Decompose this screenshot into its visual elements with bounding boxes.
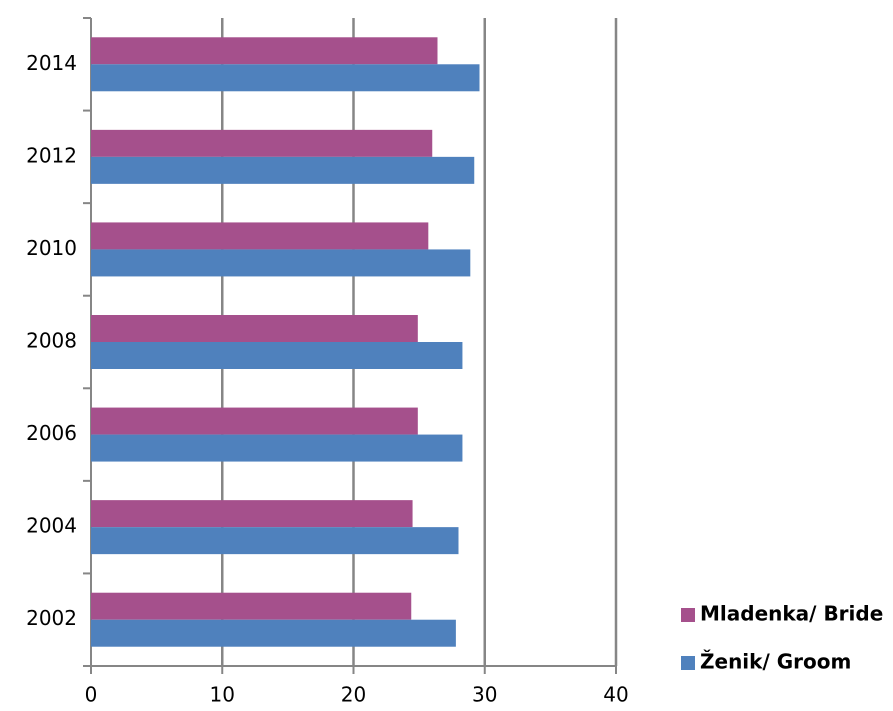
x-tick-label: 30 <box>472 683 497 707</box>
y-tick-label: 2002 <box>26 606 77 630</box>
y-tick-label: 2012 <box>26 143 77 167</box>
bar <box>91 129 433 157</box>
legend-swatch <box>681 608 695 622</box>
x-tick-label: 20 <box>341 683 366 707</box>
bar <box>91 37 438 65</box>
legend-label: Mladenka/ Bride <box>700 602 883 626</box>
x-tick-label: 10 <box>210 683 235 707</box>
bar <box>91 500 413 528</box>
bar <box>91 342 463 369</box>
bar <box>91 156 475 184</box>
legend-label: Ženik/ Groom <box>700 650 851 674</box>
bar <box>91 619 456 647</box>
bar <box>91 315 418 342</box>
x-tick-label: 0 <box>85 683 98 707</box>
bar <box>91 527 459 555</box>
bar <box>91 434 463 462</box>
x-tick-label: 40 <box>603 683 628 707</box>
bar <box>91 222 429 250</box>
bar <box>91 592 412 620</box>
y-tick-label: 2008 <box>26 329 77 353</box>
bar <box>91 407 418 435</box>
y-tick-label: 2014 <box>26 51 77 75</box>
y-tick-label: 2004 <box>26 514 77 538</box>
y-tick-label: 2010 <box>26 236 77 260</box>
bar <box>91 64 480 92</box>
legend-swatch <box>681 656 695 670</box>
bar <box>91 249 471 277</box>
y-tick-label: 2006 <box>26 421 77 445</box>
